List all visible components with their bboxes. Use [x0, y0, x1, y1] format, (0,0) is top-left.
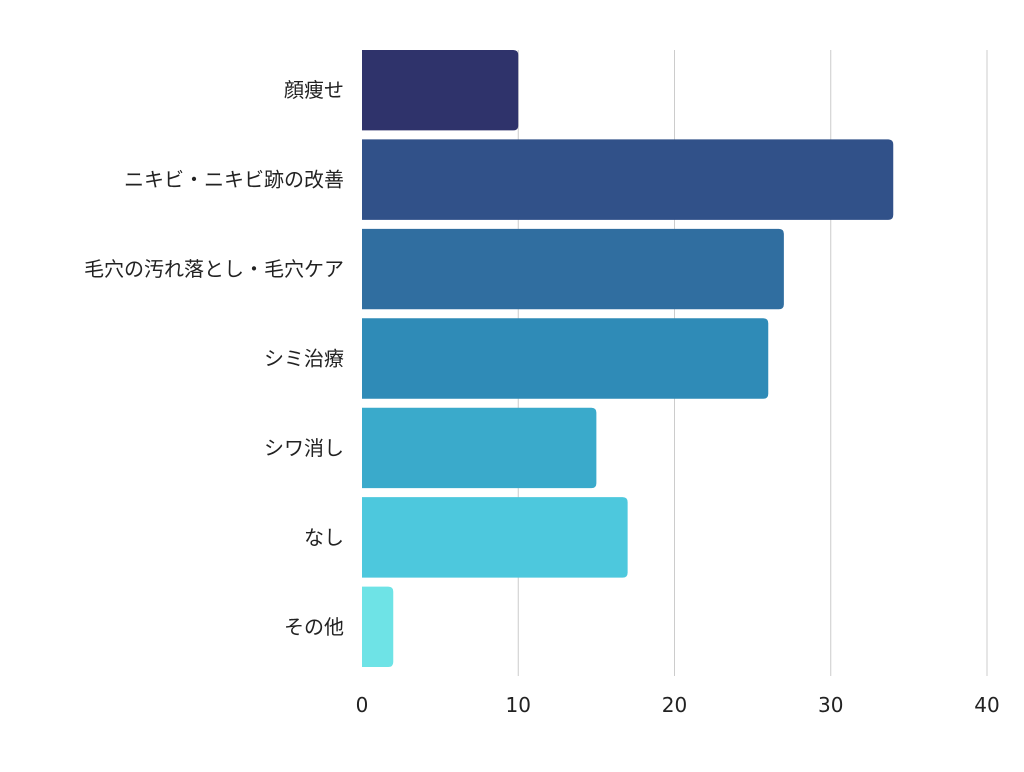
x-axis-tick-labels: 0 10 20 30 40	[356, 693, 1000, 717]
bar-4	[362, 407, 597, 489]
category-label: シミ治療	[264, 347, 344, 371]
bar-0	[362, 50, 519, 131]
category-label: ニキビ・ニキビ跡の改善	[124, 168, 344, 192]
category-label: なし	[304, 525, 344, 549]
bar-3	[362, 318, 769, 399]
x-tick-label: 20	[662, 693, 687, 717]
x-tick-label: 10	[506, 693, 531, 717]
x-tick-label: 40	[974, 693, 999, 717]
category-label: シワ消し	[264, 436, 344, 460]
category-label: 毛穴の汚れ落とし・毛穴ケア	[84, 257, 344, 281]
bars	[362, 50, 894, 667]
category-label: その他	[284, 615, 344, 639]
x-tick-label: 30	[818, 693, 843, 717]
bar-1	[362, 139, 894, 220]
bar-5	[362, 497, 628, 578]
x-tick-label: 0	[356, 693, 369, 717]
bar-2	[362, 228, 784, 310]
bar-6	[362, 586, 394, 667]
category-label: 顔痩せ	[284, 78, 344, 102]
